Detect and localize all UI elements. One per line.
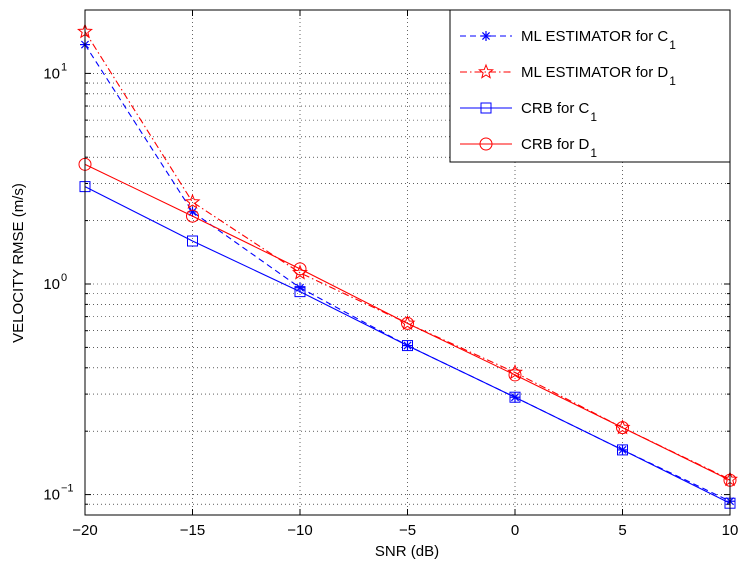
x-tick-label: −10 — [287, 522, 312, 539]
square-marker — [509, 391, 521, 403]
y-tick-base: 10 — [43, 276, 60, 293]
legend: ML ESTIMATOR for C 1ML ESTIMATOR for D 1CR… — [449, 9, 731, 163]
x-tick-label: 5 — [618, 522, 626, 539]
legend-label-subscript: 1 — [590, 146, 597, 160]
asterisk-marker — [481, 31, 491, 41]
legend-label-subscript: 1 — [590, 110, 597, 124]
y-tick-base: 10 — [43, 65, 60, 82]
circle-marker — [508, 368, 522, 382]
y-tick-base: 10 — [43, 487, 60, 504]
legend-label: CRB for C — [521, 100, 590, 117]
x-tick-label: −20 — [72, 522, 97, 539]
series-line — [84, 163, 731, 481]
square-marker — [480, 102, 492, 114]
circle-marker — [401, 316, 414, 330]
y-tick-label: 10 0 — [43, 272, 67, 293]
y-tick-exponent: −1 — [61, 483, 74, 495]
legend-label: ML ESTIMATOR for D — [521, 64, 668, 81]
circle-marker — [293, 262, 307, 276]
series-line — [84, 186, 731, 504]
y-tick-label: 10 1 — [43, 61, 67, 82]
square-marker — [187, 235, 198, 247]
circle-marker — [186, 209, 199, 223]
x-tick-label: 0 — [511, 522, 519, 539]
legend-label-subscript: 1 — [669, 38, 676, 52]
x-tick-label: −15 — [180, 522, 205, 539]
y-axis-label: VELOCITY RMSE (m/s) — [10, 183, 27, 343]
square-marker — [617, 444, 628, 456]
legend-label-subscript: 1 — [669, 74, 676, 88]
legend-box — [449, 9, 731, 163]
x-tick-label: −5 — [399, 522, 416, 539]
x-tick-label: 10 — [722, 522, 739, 539]
star-marker — [292, 264, 308, 280]
star-marker — [184, 193, 201, 209]
x-axis-label: SNR (dB) — [375, 543, 439, 560]
y-tick-exponent: 1 — [61, 61, 67, 73]
legend-label: ML ESTIMATOR for C — [521, 28, 668, 45]
circle-marker — [616, 421, 629, 435]
star-marker — [478, 63, 494, 79]
x-axis-ticks: −20 −15 −10 −5 0 5 10 — [72, 10, 738, 539]
circle-marker — [479, 137, 493, 151]
square-marker — [294, 286, 306, 298]
square-marker — [402, 340, 413, 352]
y-tick-label: 10 −1 — [43, 483, 73, 504]
asterisk-marker — [187, 206, 198, 217]
plot-area — [77, 23, 738, 509]
series-2 — [79, 181, 736, 509]
legend-label: CRB for D — [521, 136, 590, 153]
y-tick-exponent: 0 — [61, 272, 67, 284]
